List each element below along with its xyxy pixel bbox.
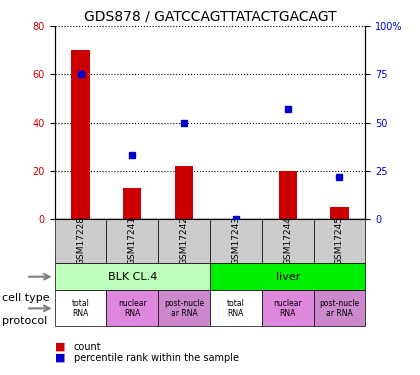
FancyBboxPatch shape xyxy=(55,219,106,263)
FancyBboxPatch shape xyxy=(55,291,106,326)
Text: nuclear
RNA: nuclear RNA xyxy=(118,298,147,318)
FancyBboxPatch shape xyxy=(106,219,158,263)
Text: post-nucle
ar RNA: post-nucle ar RNA xyxy=(164,298,204,318)
Text: GSM17243: GSM17243 xyxy=(231,216,240,266)
Bar xyxy=(278,171,297,219)
Text: GSM17245: GSM17245 xyxy=(335,216,344,266)
FancyBboxPatch shape xyxy=(314,291,365,326)
FancyBboxPatch shape xyxy=(210,263,365,291)
Text: nuclear
RNA: nuclear RNA xyxy=(273,298,302,318)
Text: total
RNA: total RNA xyxy=(71,298,89,318)
FancyBboxPatch shape xyxy=(262,291,314,326)
Text: ■: ■ xyxy=(55,342,65,352)
FancyBboxPatch shape xyxy=(158,291,210,326)
Text: ■: ■ xyxy=(55,353,65,363)
Text: percentile rank within the sample: percentile rank within the sample xyxy=(74,353,239,363)
FancyBboxPatch shape xyxy=(314,219,365,263)
FancyBboxPatch shape xyxy=(262,219,314,263)
Text: post-nucle
ar RNA: post-nucle ar RNA xyxy=(320,298,360,318)
FancyBboxPatch shape xyxy=(210,219,262,263)
Text: BLK CL.4: BLK CL.4 xyxy=(108,272,157,282)
Text: cell type: cell type xyxy=(2,293,50,303)
Bar xyxy=(331,207,349,219)
Text: count: count xyxy=(74,342,101,352)
Text: liver: liver xyxy=(276,272,300,282)
FancyBboxPatch shape xyxy=(210,291,262,326)
Text: GSM17241: GSM17241 xyxy=(128,216,137,266)
Text: protocol: protocol xyxy=(2,316,47,326)
Bar xyxy=(71,50,89,219)
Title: GDS878 / GATCCAGTTATACTGACAGT: GDS878 / GATCCAGTTATACTGACAGT xyxy=(84,10,336,24)
FancyBboxPatch shape xyxy=(106,291,158,326)
FancyBboxPatch shape xyxy=(158,219,210,263)
Text: GSM17242: GSM17242 xyxy=(180,216,189,266)
Bar xyxy=(175,166,193,219)
Text: GSM17244: GSM17244 xyxy=(283,216,292,266)
Text: GSM17228: GSM17228 xyxy=(76,216,85,266)
Bar xyxy=(123,188,142,219)
FancyBboxPatch shape xyxy=(55,263,210,291)
Text: total
RNA: total RNA xyxy=(227,298,245,318)
